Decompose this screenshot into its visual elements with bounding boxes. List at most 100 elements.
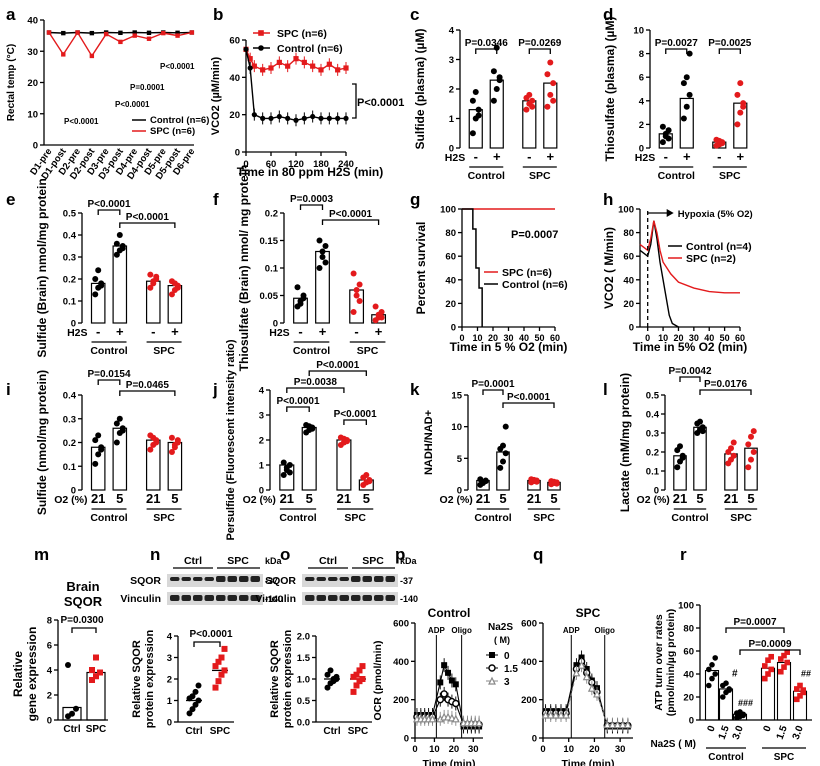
data-point	[436, 695, 444, 704]
y-tick-label: 200	[521, 695, 537, 706]
bar	[112, 427, 128, 491]
x-prefix-label: H2S	[67, 327, 87, 339]
legend-marker	[258, 45, 264, 51]
data-point	[46, 30, 52, 35]
p-value-label: P<0.0001	[507, 392, 551, 403]
data-point	[89, 677, 95, 683]
chart-title-line: SQOR	[64, 594, 103, 609]
data-point	[726, 687, 732, 693]
data-point	[147, 284, 154, 291]
blot-band	[305, 595, 315, 601]
data-point	[750, 449, 757, 455]
data-point	[150, 278, 157, 285]
x-tick-label: 30	[468, 744, 479, 755]
data-point	[490, 97, 497, 104]
data-point	[97, 669, 103, 676]
data-point	[212, 684, 219, 691]
data-point	[118, 39, 123, 45]
data-point	[192, 701, 199, 708]
blot-row-label: Vinculin	[255, 593, 296, 605]
data-point	[677, 443, 683, 450]
p-value-label: P<0.0001	[189, 629, 233, 640]
x-tick-label: Ctrl	[323, 726, 340, 737]
data-point	[268, 65, 274, 71]
x-tick-label: 21	[527, 491, 541, 506]
p-value-label: P=0.0346	[465, 38, 509, 49]
data-point	[445, 669, 452, 676]
x-tick-label: 1.5	[717, 724, 732, 741]
data-point	[737, 109, 744, 116]
data-point	[247, 56, 253, 62]
p-value-label: P=0.0007	[511, 229, 558, 241]
blot-strip	[302, 592, 398, 605]
data-point	[212, 663, 219, 670]
y-tick-label: 30	[27, 47, 38, 58]
y-axis-title: VCO2 (µM/min)	[210, 56, 222, 135]
data-point	[659, 123, 666, 130]
data-point	[65, 662, 71, 668]
data-point	[116, 232, 123, 238]
y-tick-label: 0	[167, 718, 172, 729]
data-point	[768, 666, 774, 673]
y-tick-label: 0.2	[63, 275, 76, 286]
y-tick-label: 100	[678, 601, 694, 612]
x-prefix-label: H2S	[445, 152, 465, 164]
y-tick-label: 0.1	[63, 297, 77, 308]
data-point	[723, 680, 729, 686]
y-tick-label: 0.2	[646, 448, 659, 459]
bar	[112, 245, 128, 324]
bar	[744, 447, 758, 491]
x-tick-label: 21	[724, 491, 738, 506]
panel-label-k: k	[410, 380, 420, 399]
y-tick-label: 0.05	[260, 291, 279, 302]
chart-title: SPC	[576, 606, 601, 620]
data-point	[740, 712, 746, 719]
significance-bracket	[725, 627, 785, 633]
x-tick-label: 5	[696, 491, 703, 506]
data-point	[293, 117, 299, 123]
significance-bracket	[665, 48, 688, 54]
data-point	[189, 706, 196, 713]
data-point	[221, 667, 228, 674]
x-tick-label: 60	[266, 159, 277, 170]
x-tick-label: 20	[589, 744, 600, 755]
data-point	[737, 80, 744, 87]
x-axis-title: Time in 5 % O2 (min)	[450, 340, 568, 354]
x-tick-label: 40	[704, 333, 714, 343]
data-point	[186, 710, 193, 717]
data-point	[350, 309, 357, 315]
legend-label: 0	[504, 651, 510, 662]
bar	[336, 439, 352, 491]
y-tick-label: 20	[27, 78, 38, 89]
data-point	[327, 667, 334, 674]
data-point	[89, 667, 95, 673]
data-point	[372, 303, 379, 310]
y-tick-label: 0	[629, 323, 634, 334]
y-axis-title: Relative SQOR	[131, 640, 143, 718]
data-point	[285, 63, 291, 69]
y-tick-label: 6	[639, 73, 644, 84]
data-point	[674, 464, 681, 471]
y-tick-label: 80	[683, 624, 694, 635]
y-tick-label: 10	[451, 422, 462, 433]
data-point	[276, 59, 282, 65]
group-label: Control	[658, 170, 695, 182]
data-point	[343, 115, 349, 121]
y-tick-label: 1	[449, 114, 455, 125]
x-axis-title: Time (min)	[423, 758, 476, 766]
data-point	[662, 130, 669, 137]
data-point	[335, 115, 341, 121]
legend-marker	[489, 652, 495, 658]
group-label: SPC	[719, 170, 741, 182]
x-tick-label: -	[527, 149, 531, 164]
p-value-label: P<0.0001	[160, 62, 195, 71]
data-point	[618, 720, 627, 729]
data-point	[623, 720, 632, 729]
group-label: SPC	[344, 512, 366, 524]
blot-band	[250, 595, 260, 601]
x-tick-label: 50	[534, 333, 544, 343]
group-label: SPC	[357, 345, 379, 357]
legend-label: SPC (n=6)	[277, 28, 327, 40]
chart-title-line: Brain	[66, 579, 99, 594]
